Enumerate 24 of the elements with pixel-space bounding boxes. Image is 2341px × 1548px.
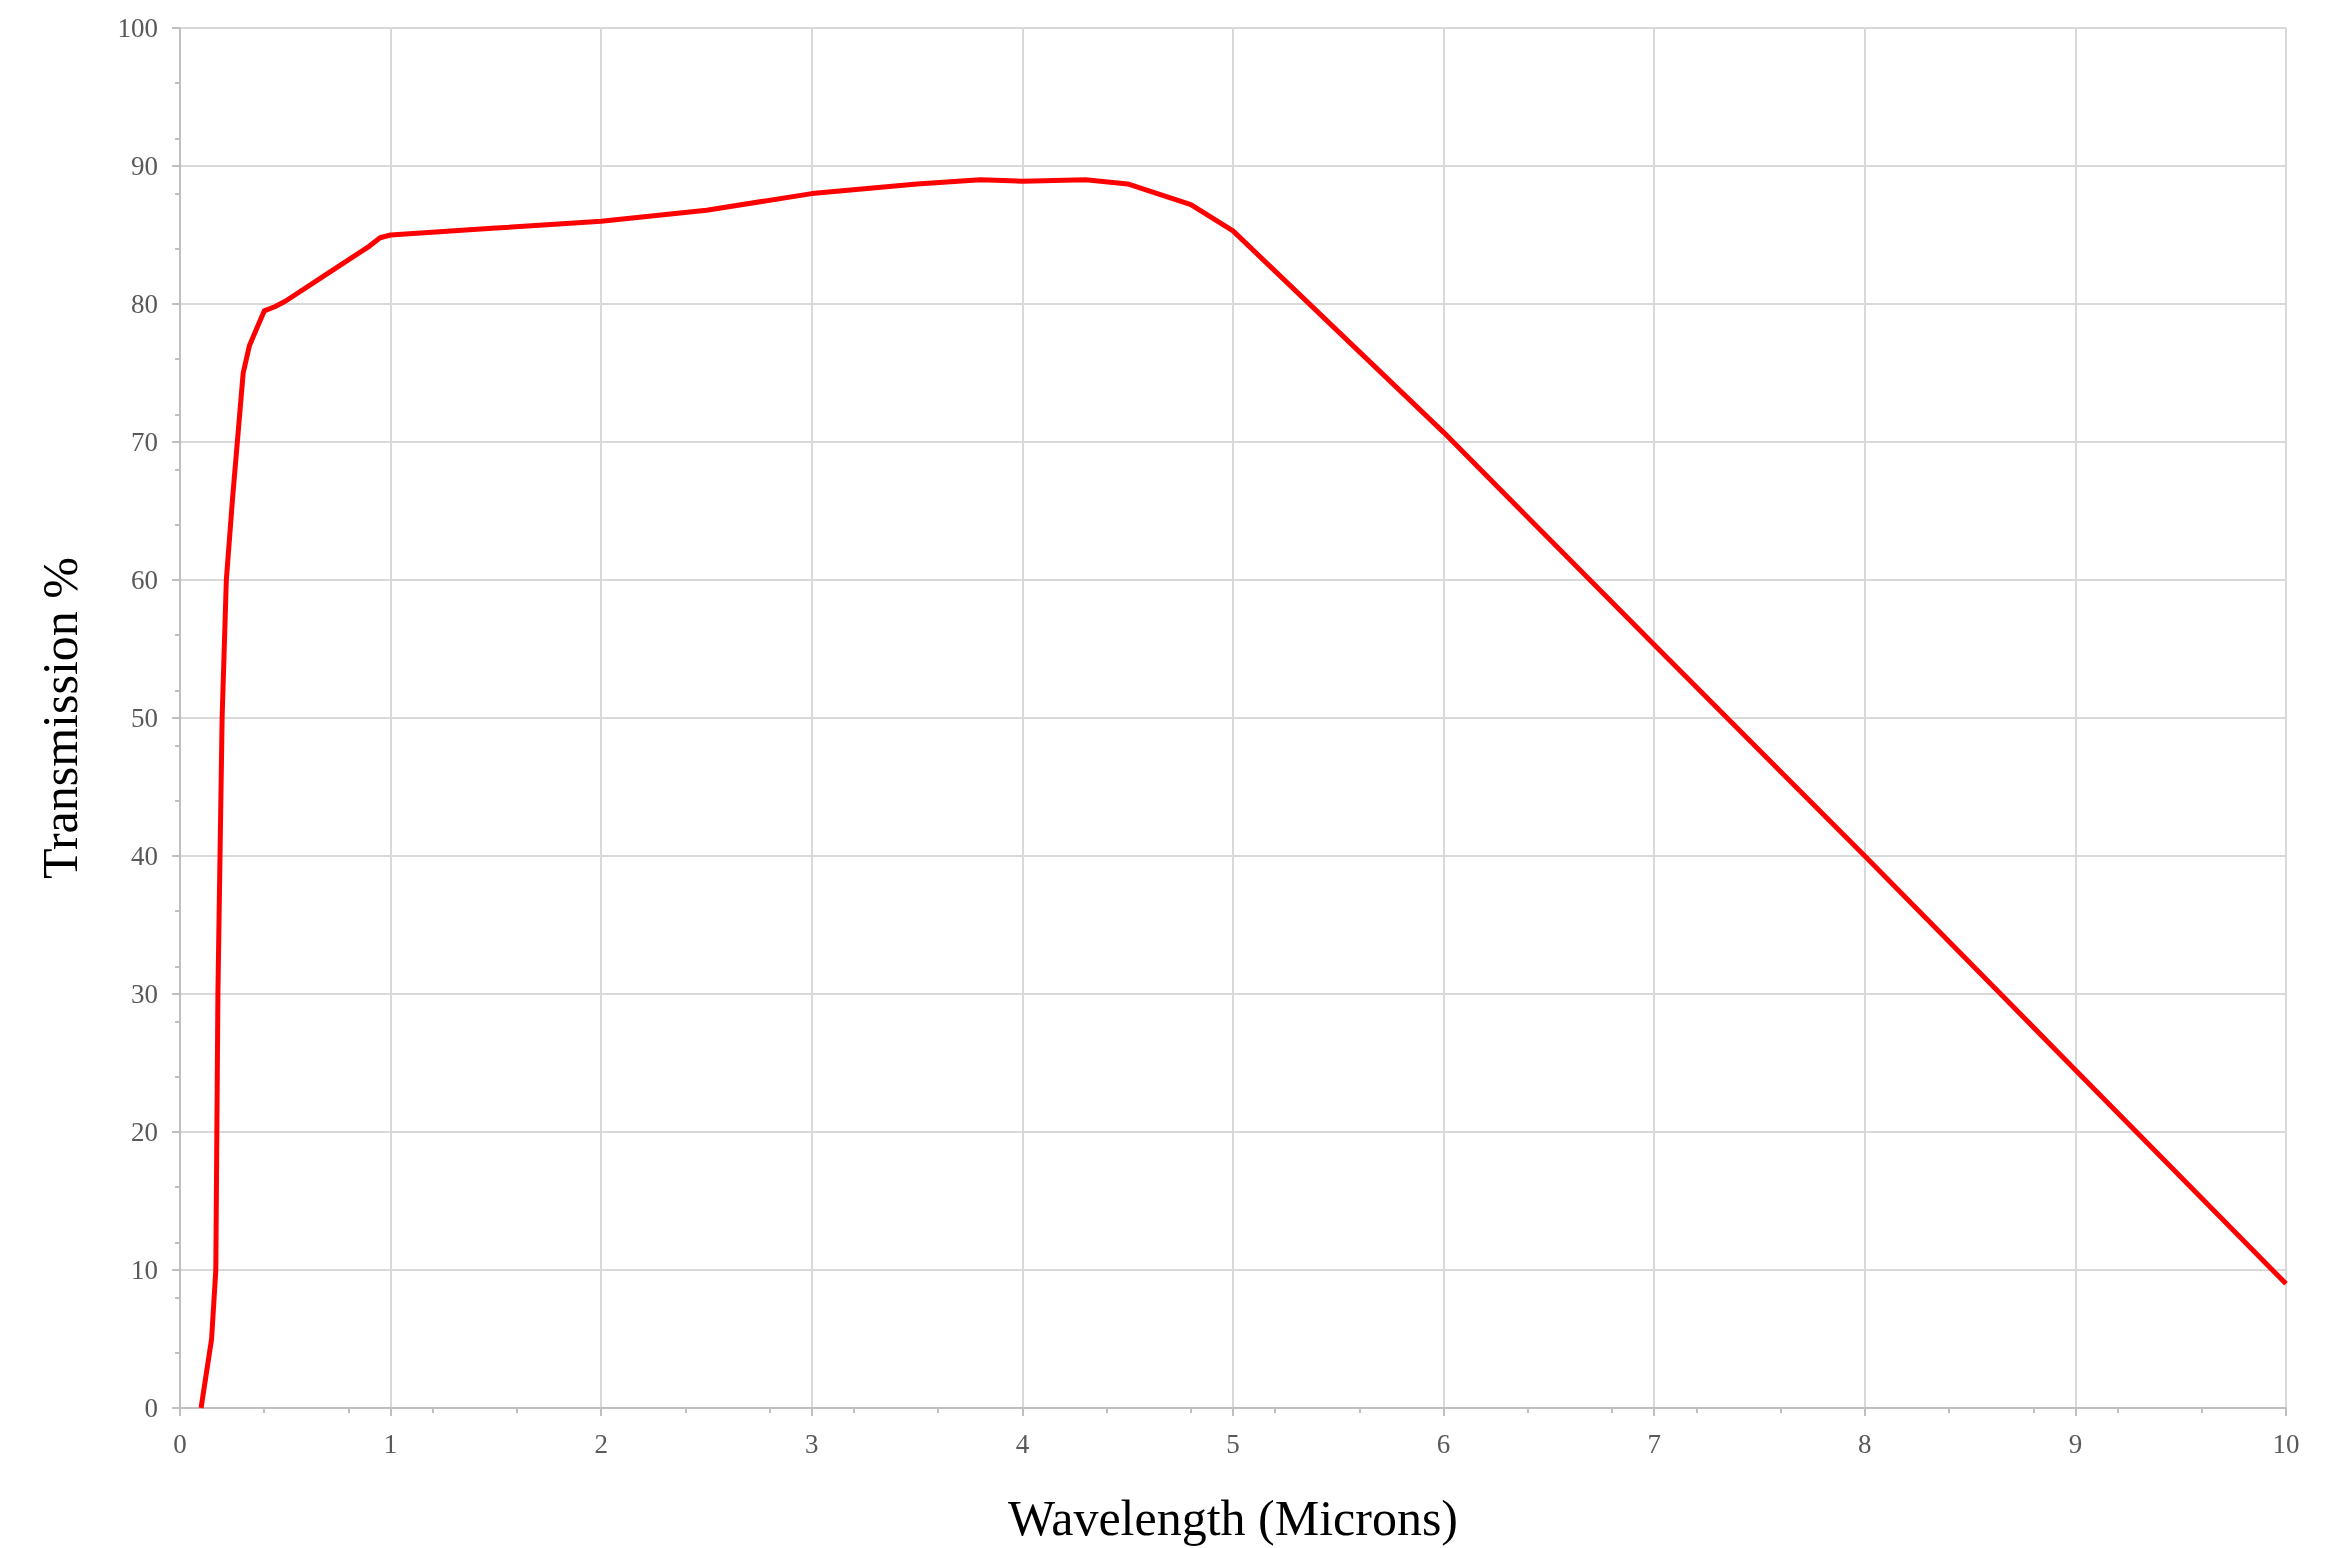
y-tick-label: 40 (131, 841, 158, 871)
x-tick-label: 10 (2272, 1428, 2300, 1459)
y-tick-label: 10 (131, 1255, 158, 1285)
x-tick-label: 5 (1226, 1428, 1240, 1459)
x-tick-label: 4 (1015, 1428, 1030, 1459)
x-axis-title: Wavelength (Microns) (1008, 1490, 1458, 1546)
y-axis-title: Transmission % (32, 557, 88, 879)
y-tick-label: 20 (131, 1117, 158, 1147)
x-tick-label: 8 (1858, 1428, 1872, 1459)
x-tick-label: 3 (805, 1428, 819, 1459)
y-tick-label: 0 (144, 1393, 158, 1423)
y-tick-label: 80 (131, 289, 158, 319)
x-tick-label: 6 (1436, 1428, 1451, 1459)
x-tick-label: 9 (2068, 1428, 2083, 1459)
y-tick-label: 50 (131, 703, 158, 733)
x-tick-label: 2 (594, 1428, 608, 1459)
y-tick-label: 100 (117, 13, 158, 43)
y-tick-label: 70 (131, 427, 158, 457)
y-tick-label: 30 (131, 979, 158, 1009)
x-tick-label: 1 (383, 1428, 398, 1459)
y-tick-label: 60 (131, 565, 158, 595)
x-tick-label: 7 (1647, 1428, 1661, 1459)
y-tick-label: 90 (131, 151, 158, 181)
x-tick-label: 0 (173, 1428, 187, 1459)
